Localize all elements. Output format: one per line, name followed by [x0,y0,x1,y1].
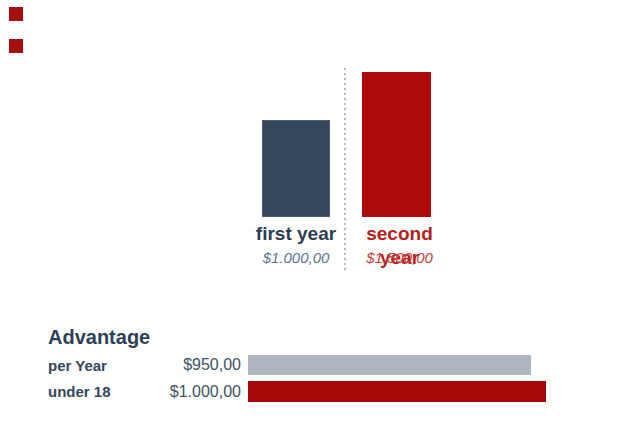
advantage-row-label: under 18 [48,381,111,402]
advantage-row-label: per Year [48,355,107,375]
bar-first-year [262,120,330,217]
advantage-row-per-year: per Year $950,00 [0,355,641,375]
advantage-heading: Advantage [48,325,150,349]
advantage-row-value: $1.000,00 [110,381,241,402]
advantage-bar-under-18 [248,381,546,402]
bar-label-first-year: first year [240,222,352,246]
advantage-row-under-18: under 18 $1.000,00 [0,381,641,402]
red-square-icon [9,7,23,21]
year-comparison-chart [240,72,450,217]
advantage-row-value: $950,00 [110,355,241,375]
bar-value-first-year: $1.000,00 [240,249,352,267]
page-canvas: first year second year $1.000,00 $1.500,… [0,0,641,446]
red-square-icon [9,39,23,53]
advantage-bar-per-year [248,355,531,375]
bar-second-year [362,72,431,217]
bar-value-second-year: $1.500,00 [347,249,452,267]
